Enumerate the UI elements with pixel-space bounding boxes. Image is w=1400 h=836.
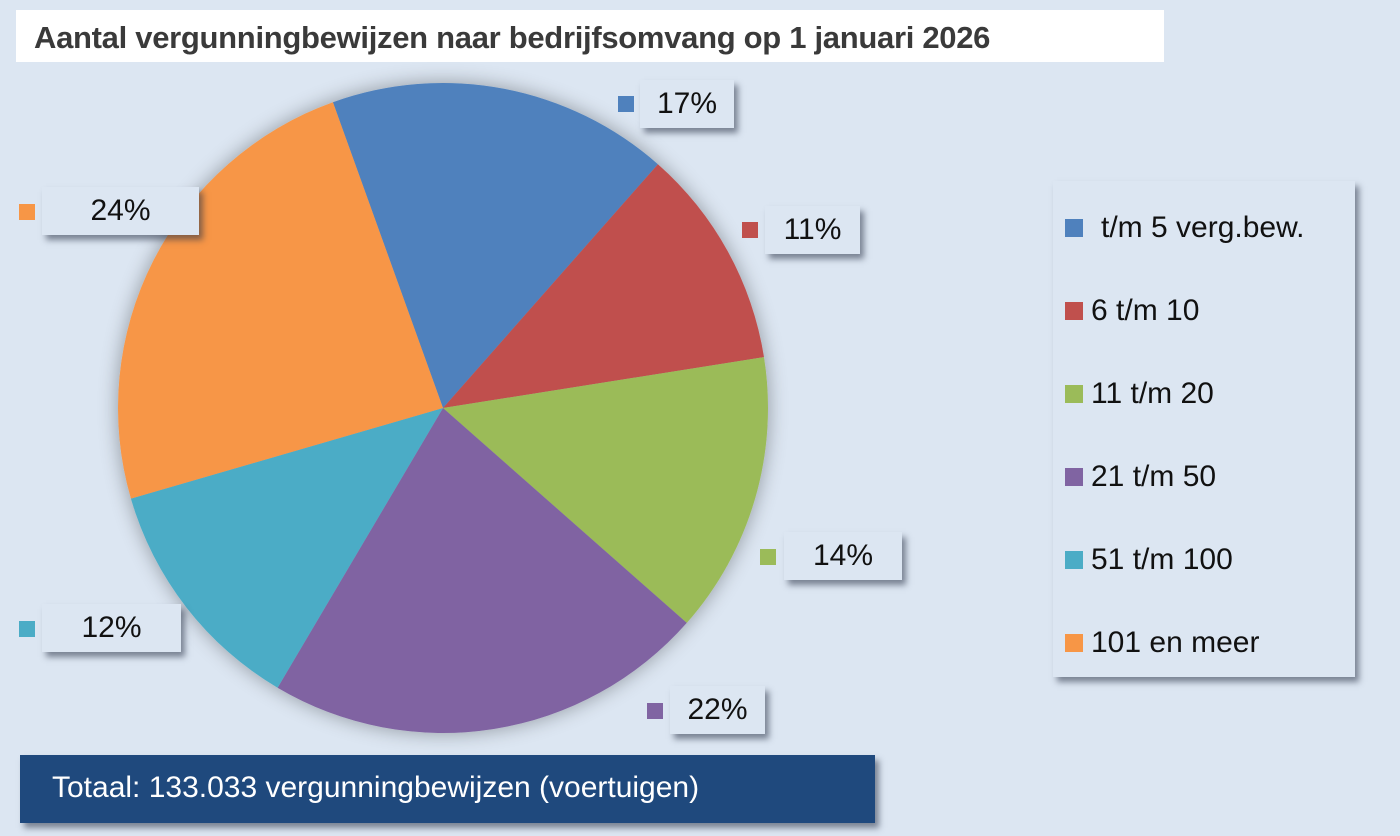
data-label-5: 24% — [42, 187, 199, 235]
pie-slice — [443, 357, 768, 623]
legend-swatch-1 — [1065, 302, 1083, 320]
pie-slice — [277, 408, 687, 733]
data-label-1: 11% — [765, 206, 860, 254]
label-swatch-0 — [618, 96, 634, 112]
pie-slice — [117, 102, 443, 499]
legend-swatch-0 — [1065, 219, 1083, 237]
legend-swatch-5 — [1065, 634, 1083, 652]
legend-label: t/m 5 verg.bew. — [1101, 211, 1305, 244]
label-swatch-2 — [760, 549, 776, 565]
legend-item: 101 en meer — [1065, 623, 1259, 663]
legend-swatch-4 — [1065, 551, 1083, 569]
data-label-0: 17% — [640, 80, 734, 128]
data-label-3: 22% — [670, 686, 765, 734]
data-label-4: 12% — [42, 604, 181, 652]
legend-label: 11 t/m 20 — [1091, 377, 1214, 410]
data-label-2: 14% — [784, 532, 902, 580]
chart-legend: t/m 5 verg.bew. 6 t/m 10 11 t/m 20 21 t/… — [1053, 181, 1355, 677]
legend-label: 51 t/m 100 — [1091, 543, 1233, 576]
chart-title-box: Aantal vergunningbewijzen naar bedrijfso… — [16, 10, 1164, 62]
pie-slice — [332, 83, 658, 409]
label-swatch-5 — [19, 204, 35, 220]
legend-item: 21 t/m 50 — [1065, 457, 1216, 497]
total-label: Totaal: 133.033 vergunningbewijzen (voer… — [52, 771, 700, 804]
legend-item: 51 t/m 100 — [1065, 540, 1233, 580]
legend-item: t/m 5 verg.bew. — [1065, 208, 1304, 248]
legend-label: 6 t/m 10 — [1091, 294, 1200, 327]
pie-slice — [130, 408, 444, 688]
label-swatch-3 — [647, 703, 663, 719]
legend-label: 101 en meer — [1091, 626, 1260, 659]
legend-item: 11 t/m 20 — [1065, 374, 1214, 414]
legend-swatch-3 — [1065, 468, 1083, 486]
legend-swatch-2 — [1065, 385, 1083, 403]
total-banner: Totaal: 133.033 vergunningbewijzen (voer… — [20, 755, 875, 823]
label-swatch-1 — [742, 222, 758, 238]
legend-item: 6 t/m 10 — [1065, 291, 1199, 331]
chart-title: Aantal vergunningbewijzen naar bedrijfso… — [34, 20, 991, 55]
label-swatch-4 — [19, 621, 35, 637]
legend-label: 21 t/m 50 — [1091, 460, 1217, 493]
pie-slice — [443, 164, 764, 408]
